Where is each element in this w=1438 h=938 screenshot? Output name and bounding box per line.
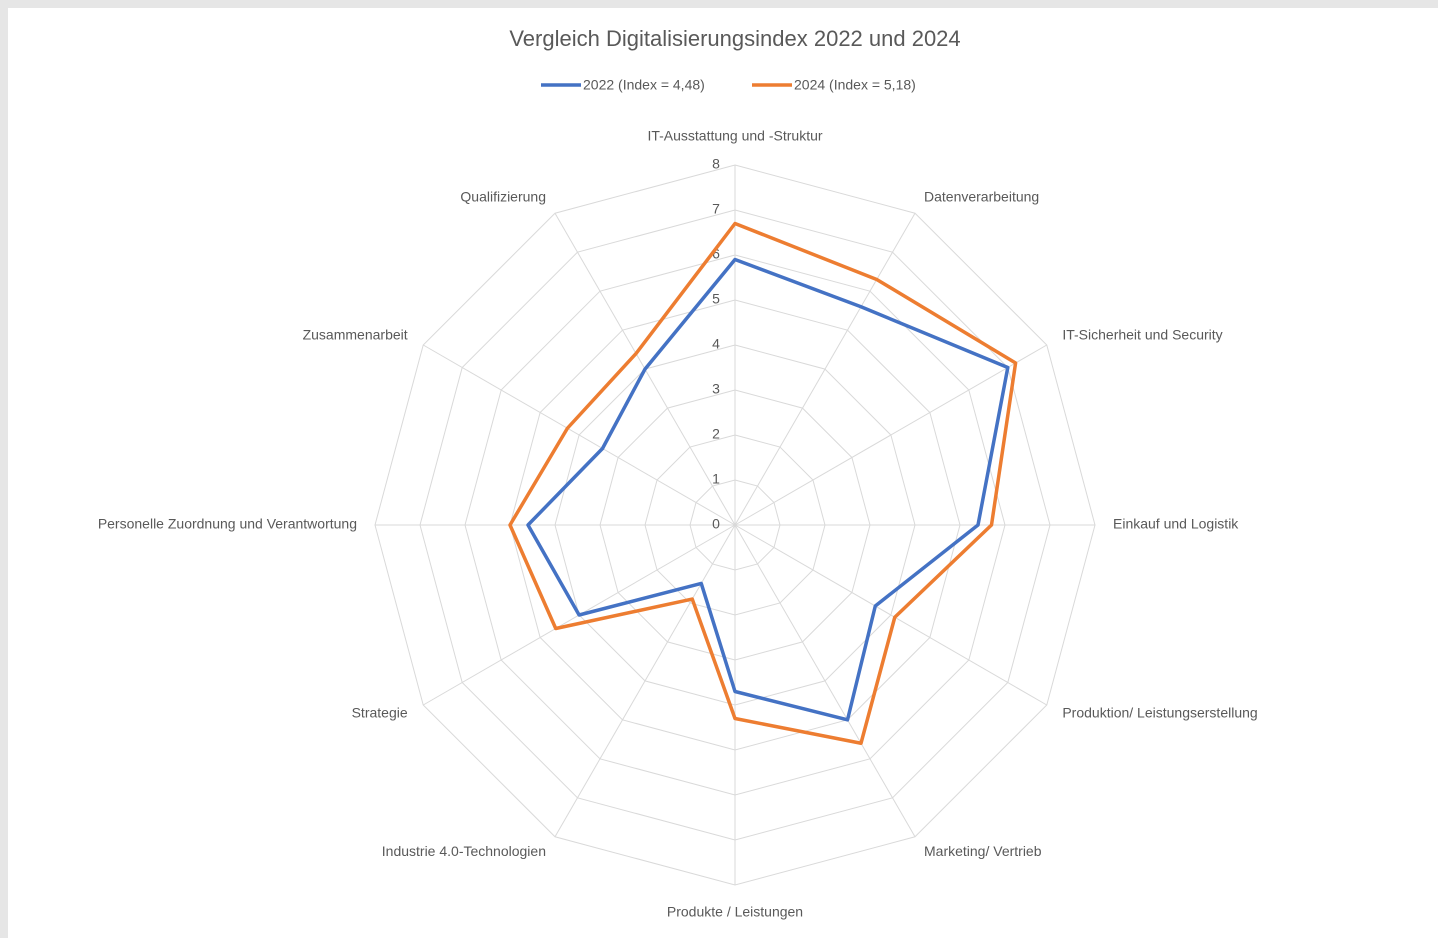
category-label: Personelle Zuordnung und Verantwortung bbox=[98, 516, 357, 532]
spoke bbox=[734, 344, 1048, 526]
spoke bbox=[422, 344, 736, 526]
legend-label: 2024 (Index = 5,18) bbox=[794, 77, 916, 93]
series-line bbox=[508, 221, 1018, 745]
tick-label: 8 bbox=[712, 156, 720, 172]
tick-label: 7 bbox=[712, 201, 720, 217]
category-label: Strategie bbox=[352, 705, 408, 721]
category-label: Produktion/ Leistungserstellung bbox=[1062, 705, 1257, 721]
series-line bbox=[526, 257, 1010, 722]
legend-label: 2022 (Index = 4,48) bbox=[583, 77, 705, 93]
spoke bbox=[554, 524, 736, 838]
tick-label: 2 bbox=[712, 426, 720, 442]
chart-area bbox=[8, 8, 1438, 938]
category-label: Einkauf und Logistik bbox=[1113, 516, 1239, 532]
tick-label: 4 bbox=[712, 336, 720, 352]
tick-label: 6 bbox=[712, 246, 720, 262]
spoke bbox=[734, 524, 1048, 706]
tick-label: 3 bbox=[712, 381, 720, 397]
spoke bbox=[734, 212, 916, 526]
tick-label: 1 bbox=[712, 471, 720, 487]
category-label: Qualifizierung bbox=[460, 188, 546, 204]
category-label: IT-Ausstattung und -Struktur bbox=[647, 128, 822, 144]
category-label: Zusammenarbeit bbox=[303, 327, 408, 343]
tick-label: 0 bbox=[712, 516, 720, 532]
category-label: Datenverarbeitung bbox=[924, 188, 1039, 204]
category-label: IT-Sicherheit und Security bbox=[1062, 327, 1222, 343]
spoke bbox=[734, 524, 916, 838]
category-label: Marketing/ Vertrieb bbox=[924, 843, 1042, 859]
tick-label: 5 bbox=[712, 291, 720, 307]
category-label: Industrie 4.0-Technologien bbox=[382, 843, 546, 859]
chart-title: Vergleich Digitalisierungsindex 2022 und… bbox=[509, 26, 960, 51]
category-label: Produkte / Leistungen bbox=[667, 904, 803, 920]
